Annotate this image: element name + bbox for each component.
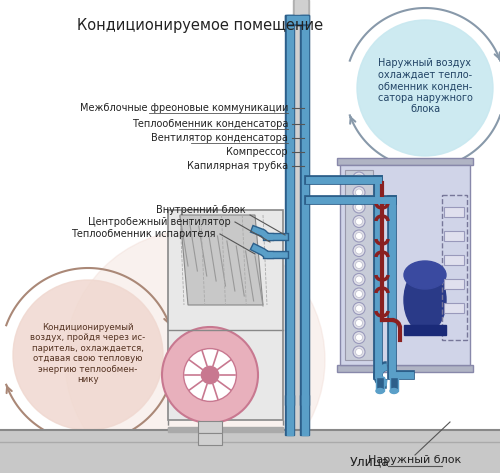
Circle shape: [162, 327, 258, 423]
Circle shape: [357, 20, 493, 156]
Text: Центробежный вентилятор: Центробежный вентилятор: [88, 217, 231, 227]
Circle shape: [353, 259, 365, 271]
Bar: [286, 15, 292, 405]
Bar: [337, 158, 473, 165]
Bar: [295, 0, 307, 435]
Circle shape: [353, 288, 365, 300]
Polygon shape: [180, 215, 263, 305]
Bar: [302, 15, 308, 405]
Circle shape: [202, 367, 218, 384]
Circle shape: [356, 334, 362, 341]
Bar: [293, 0, 309, 435]
Text: Компрессор: Компрессор: [226, 147, 288, 157]
Bar: [0, 430, 500, 473]
Circle shape: [353, 186, 365, 199]
Circle shape: [356, 290, 362, 298]
Bar: [404, 325, 446, 335]
Circle shape: [356, 218, 362, 225]
Circle shape: [353, 216, 365, 228]
Bar: [444, 279, 464, 289]
Bar: [168, 210, 283, 420]
Circle shape: [356, 175, 362, 182]
Circle shape: [356, 349, 362, 356]
Circle shape: [353, 303, 365, 315]
Text: Межблочные фреоновые коммуникации: Межблочные фреоновые коммуникации: [80, 103, 288, 113]
Text: Теплообменник испарителя: Теплообменник испарителя: [72, 229, 216, 239]
Circle shape: [356, 262, 362, 269]
Bar: [390, 377, 398, 391]
Circle shape: [356, 233, 362, 239]
Circle shape: [353, 317, 365, 329]
Circle shape: [353, 245, 365, 256]
Bar: [302, 395, 308, 435]
Text: Наружный блок: Наружный блок: [368, 455, 462, 465]
Circle shape: [356, 189, 362, 196]
Bar: [444, 231, 464, 241]
Bar: [442, 195, 467, 340]
Circle shape: [356, 203, 362, 210]
Circle shape: [65, 230, 325, 473]
Bar: [444, 303, 464, 313]
Text: Вентилятор конденсатора: Вентилятор конденсатора: [151, 133, 288, 143]
Text: Кондиционируемый
воздух, пройдя через ис-
паритель, охлаждается,
отдавая свою те: Кондиционируемый воздух, пройдя через ис…: [30, 323, 146, 384]
Bar: [285, 15, 294, 405]
Bar: [300, 395, 309, 435]
Text: Теплообменник конденсатора: Теплообменник конденсатора: [132, 119, 288, 129]
Ellipse shape: [404, 268, 446, 333]
Circle shape: [184, 349, 236, 402]
Bar: [337, 365, 473, 372]
Bar: [168, 427, 283, 432]
Bar: [345, 170, 373, 360]
Text: Кондиционируемое помещение: Кондиционируемое помещение: [77, 18, 323, 33]
Text: Наружный воздух
охлаждает тепло-
обменник конден-
сатора наружного
блока: Наружный воздух охлаждает тепло- обменни…: [378, 58, 472, 114]
Bar: [376, 377, 384, 391]
Ellipse shape: [404, 261, 446, 289]
Bar: [300, 15, 309, 405]
Bar: [444, 255, 464, 265]
Text: Внутренний блок: Внутренний блок: [156, 205, 246, 215]
Bar: [285, 395, 294, 435]
Circle shape: [356, 305, 362, 312]
Text: Капилярная трубка: Капилярная трубка: [187, 161, 288, 171]
Bar: [198, 433, 222, 445]
Circle shape: [353, 346, 365, 358]
Circle shape: [353, 332, 365, 343]
Circle shape: [353, 273, 365, 286]
Bar: [286, 17, 308, 24]
Circle shape: [13, 280, 163, 430]
Circle shape: [356, 319, 362, 326]
Text: Улица: Улица: [350, 455, 390, 468]
Bar: [340, 165, 470, 365]
Bar: [198, 421, 222, 433]
Ellipse shape: [390, 388, 398, 394]
Bar: [285, 15, 309, 25]
Bar: [444, 207, 464, 217]
Ellipse shape: [376, 388, 384, 394]
Circle shape: [356, 247, 362, 254]
Circle shape: [353, 201, 365, 213]
Circle shape: [356, 276, 362, 283]
Bar: [286, 395, 292, 435]
Circle shape: [353, 230, 365, 242]
Circle shape: [353, 172, 365, 184]
